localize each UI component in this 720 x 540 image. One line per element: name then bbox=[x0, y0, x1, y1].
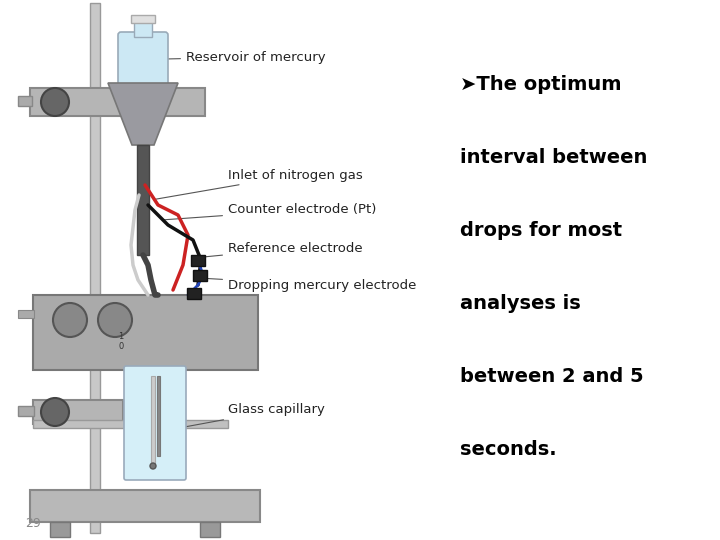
Bar bbox=[200, 522, 220, 537]
Bar bbox=[90, 3, 100, 533]
Bar bbox=[134, 20, 152, 37]
Bar bbox=[33, 400, 123, 424]
Bar bbox=[18, 96, 32, 106]
Text: Inlet of nitrogen gas: Inlet of nitrogen gas bbox=[154, 168, 363, 199]
Bar bbox=[187, 288, 201, 299]
Bar bbox=[18, 406, 34, 416]
Text: Reservoir of mercury: Reservoir of mercury bbox=[168, 51, 325, 64]
Text: 29: 29 bbox=[25, 517, 41, 530]
Text: interval between: interval between bbox=[460, 148, 647, 167]
Bar bbox=[33, 420, 228, 428]
Circle shape bbox=[98, 303, 132, 337]
Bar bbox=[151, 376, 155, 466]
Bar bbox=[131, 15, 155, 23]
Text: ➤The optimum: ➤The optimum bbox=[460, 75, 621, 94]
Bar bbox=[137, 145, 149, 255]
Text: between 2 and 5: between 2 and 5 bbox=[460, 367, 644, 386]
Text: analyses is: analyses is bbox=[460, 294, 581, 313]
Bar bbox=[193, 270, 207, 281]
Text: seconds.: seconds. bbox=[460, 440, 557, 459]
Text: Glass capillary: Glass capillary bbox=[181, 403, 325, 428]
FancyBboxPatch shape bbox=[118, 32, 168, 86]
Text: Counter electrode (Pt): Counter electrode (Pt) bbox=[163, 204, 377, 220]
Circle shape bbox=[53, 303, 87, 337]
Text: 1: 1 bbox=[118, 332, 124, 341]
Circle shape bbox=[41, 88, 69, 116]
Bar bbox=[30, 490, 260, 522]
Bar bbox=[30, 88, 205, 116]
FancyBboxPatch shape bbox=[124, 366, 186, 480]
Polygon shape bbox=[108, 83, 178, 145]
Text: drops for most: drops for most bbox=[460, 221, 622, 240]
Bar bbox=[33, 295, 258, 370]
Bar bbox=[191, 255, 205, 266]
Circle shape bbox=[41, 398, 69, 426]
Text: Reference electrode: Reference electrode bbox=[196, 241, 363, 258]
Bar bbox=[18, 310, 34, 318]
Circle shape bbox=[150, 463, 156, 469]
Text: Dropping mercury electrode: Dropping mercury electrode bbox=[201, 278, 416, 292]
Bar bbox=[157, 376, 160, 456]
Text: 0: 0 bbox=[118, 342, 124, 351]
Bar bbox=[50, 522, 70, 537]
